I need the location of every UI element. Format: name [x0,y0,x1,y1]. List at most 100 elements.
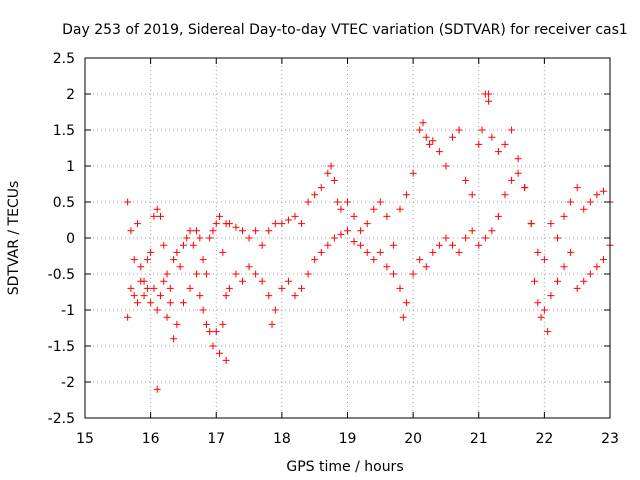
data-point-lower-track [304,270,312,278]
grid-lines [85,58,610,418]
data-point-upper-track [143,256,151,264]
data-point-upper-track [156,212,164,220]
data-point-upper-track [363,220,371,228]
data-point-outliers [222,356,230,364]
y-tick-label: 2 [66,87,75,103]
data-point-upper-track [370,205,378,213]
data-point-lower-track [409,270,417,278]
y-tick-label: -2.5 [48,411,75,427]
data-point-upper-track [357,227,365,235]
data-point-upper-track [193,227,201,235]
data-point-lower-track [442,234,450,242]
data-point-lower-track [514,169,522,177]
data-point-lower-track [599,256,607,264]
data-point-upper-track [383,212,391,220]
data-point-lower-track [271,306,279,314]
data-point-lower-track [193,270,201,278]
data-point-upper-track [389,241,397,249]
data-point-upper-track [435,148,443,156]
data-point-lower-track [156,292,164,300]
data-point-upper-track [124,198,132,206]
data-point-lower-track [494,212,502,220]
data-point-lower-track [219,320,227,328]
data-point-lower-track [350,238,358,246]
data-point-lower-track [547,292,555,300]
data-point-lower-track [357,241,365,249]
data-point-upper-track [173,248,181,256]
data-point-upper-track [245,234,253,242]
data-point-upper-track [291,212,299,220]
data-point-upper-track [429,137,437,145]
y-tick-label: -2 [61,375,75,391]
data-point-upper-track [514,155,522,163]
data-point-upper-track [196,234,204,242]
data-point-upper-track [252,227,260,235]
data-point-lower-track [239,277,246,285]
data-point-lower-track [147,299,155,307]
x-tick-label: 16 [142,431,160,447]
data-point-lower-track [383,263,391,271]
data-point-outliers [153,385,161,393]
data-point-lower-track [311,256,319,264]
data-point-upper-track [485,97,493,105]
data-point-upper-track [206,234,214,242]
data-point-outliers [485,90,493,98]
data-point-upper-track [239,227,246,235]
chart-title: Day 253 of 2019, Sidereal Day-to-day VTE… [62,22,628,38]
data-point-lower-track [508,176,516,184]
data-point-lower-track [166,299,174,307]
data-point-lower-track [216,349,224,357]
y-tick-label: 0.5 [53,195,75,211]
data-point-upper-track [475,140,483,148]
data-point-upper-track [199,256,207,264]
y-axis-label: SDTVAR / TECUs [6,181,22,296]
data-point-lower-track [298,284,306,292]
data-point-lower-track [537,313,545,321]
x-tick-label: 19 [339,431,357,447]
data-point-lower-track [435,241,443,249]
data-point-lower-track [232,270,240,278]
data-point-upper-track [501,140,509,148]
data-point-lower-track [527,220,535,228]
data-point-upper-track [327,162,335,170]
data-point-upper-track [278,220,286,228]
data-point-upper-track [166,284,174,292]
data-point-lower-track [416,256,424,264]
data-point-outliers [455,126,463,134]
x-tick-label: 15 [76,431,94,447]
data-point-lower-track [344,227,351,235]
data-point-lower-track [258,277,266,285]
data-point-lower-track [586,270,594,278]
data-point-upper-track [209,227,217,235]
data-point-upper-track [134,220,141,228]
data-point-upper-track [586,198,594,206]
data-point-upper-track [212,220,220,228]
data-point-upper-track [396,205,404,213]
y-tick-label: 0 [66,231,75,247]
data-point-lower-track [173,320,181,328]
data-point-upper-track [508,126,516,134]
data-point-lower-track [252,270,260,278]
data-point-upper-track [271,220,279,228]
data-point-lower-track [160,277,168,285]
data-point-upper-track [330,176,338,184]
data-point-upper-track [488,133,496,141]
data-point-upper-track [284,216,292,224]
data-point-lower-track [455,248,463,256]
data-point-lower-track [580,277,588,285]
data-point-upper-track [376,198,384,206]
y-tick-label: -1 [61,303,75,319]
data-point-upper-track [350,212,358,220]
data-point-upper-track [232,223,240,231]
data-point-upper-track [304,198,312,206]
data-point-lower-track [130,292,138,300]
data-point-upper-track [337,205,345,213]
data-point-upper-track [147,248,155,256]
data-point-lower-track [153,306,161,314]
data-point-upper-track [567,198,575,206]
data-point-lower-track [278,284,286,292]
data-point-lower-track [140,292,148,300]
data-point-lower-track [363,248,371,256]
data-point-upper-track [580,205,588,213]
